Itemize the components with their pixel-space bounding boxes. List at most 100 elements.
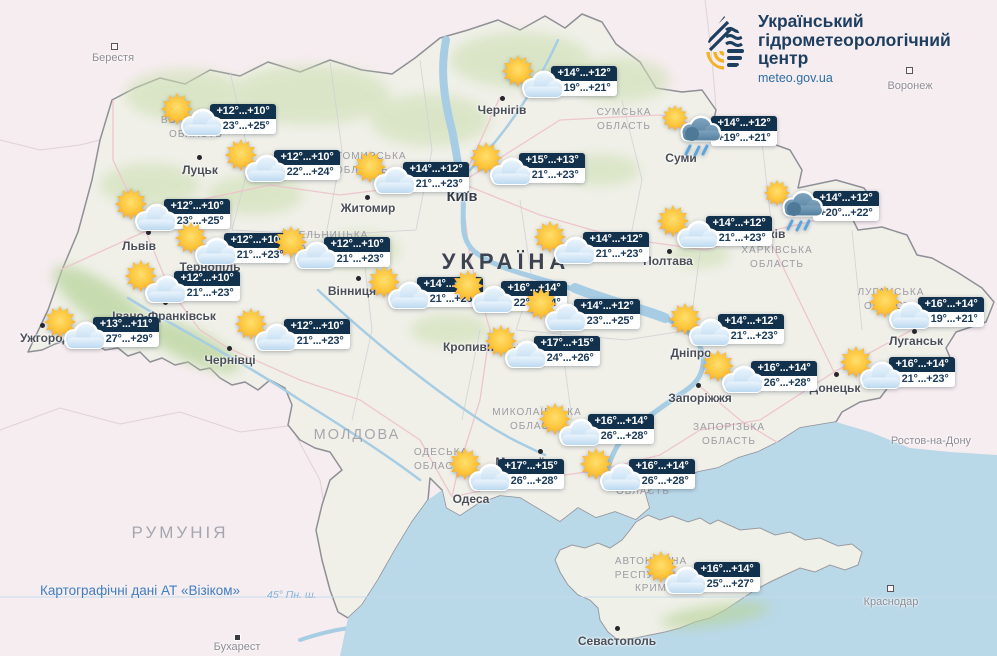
city-label: Вінниця [327,284,377,298]
sun-cloud-icon [702,350,765,393]
weather-badge-crimea: +16°...+14° +25°...+27° [645,551,760,594]
night-temp-range: +16°...+14° [629,459,695,474]
region-label-line: ОБЛАСТЬ [702,435,756,447]
city-label: Одеса [452,492,490,506]
badge-temps: +14°...+12° +19°...+21° [711,116,777,146]
night-temp-range: +15°...+13° [519,153,585,168]
night-temp-range: +13°...+11° [93,317,159,332]
sun-cloud-icon [502,55,565,98]
sun-rain-cloud-icon [662,105,721,157]
day-temp-range: +21°...+23° [224,248,290,263]
sun-cloud-icon [485,325,548,368]
region-label-line: ОБЛАСТЬ [510,420,564,432]
weather-badge-rivne: +12°...+10° +22°...+24° [225,139,340,182]
region-label-line: ОДЕСЬКА [413,447,469,458]
region-label: ЗАПОРІЗЬКА ОБЛАСТЬ [693,421,765,448]
night-temp-range: +16°...+14° [751,361,817,376]
city-marker [615,626,620,631]
day-temp-range: +21°...+23° [519,168,585,183]
region-label: СУМСЬКА ОБЛАСТЬ [597,106,652,133]
sun-cloud-icon [470,142,533,185]
day-temp-range: +26°...+28° [498,474,564,489]
city-label: Севастополь [577,634,657,648]
region-label-line: КРИМ [634,583,667,594]
region-label: ОДЕСЬКА ОБЛАСТЬ [414,446,468,473]
night-temp-range: +14°...+12° [711,116,777,131]
sun-cloud-icon [539,403,602,446]
sun-cloud-icon [534,221,597,264]
sun-cloud-icon [275,226,338,269]
weather-badge-ivano-frankivsk: +12°...+10° +21°...+23° [125,260,240,303]
badge-temps: +12°...+10° +21°...+23° [174,271,240,301]
day-temp-range: +21°...+23° [706,231,772,246]
night-temp-range: +12°...+10° [224,233,290,248]
day-temp-range: +21°...+23° [403,177,469,192]
foreign-city-label: Ростов-на-Дону [890,435,972,447]
night-temp-range: +14°...+12° [813,191,879,206]
day-temp-range: +19°...+21° [711,131,777,146]
badge-temps: +13°...+11° +27°...+29° [93,317,159,347]
sun-cloud-icon [161,93,224,136]
weather-badge-donetsk: +16°...+14° +21°...+23° [840,346,955,389]
weather-badge-mykolaiv: +16°...+14° +26°...+28° [539,403,654,446]
night-temp-range: +12°...+10° [210,104,276,119]
weather-badge-chernihiv: +14°...+12° +19°...+21° [502,55,617,98]
weather-badge-uzhhorod: +13°...+11° +27°...+29° [44,306,159,349]
weather-badge-zhytomyr: +14°...+12° +21°...+23° [354,151,469,194]
day-temp-range: +21°...+23° [718,329,784,344]
badge-temps: +16°...+14° +19°...+21° [918,297,984,327]
sun-cloud-icon [368,266,431,309]
night-temp-range: +16°...+14° [918,297,984,312]
weather-badge-lviv: +12°...+10° +23°...+25° [115,188,230,231]
badge-temps: +16°...+14° +21°...+23° [889,357,955,387]
night-temp-range: +12°...+10° [174,271,240,286]
weather-badge-khmelnytskyi: +12°...+10° +21°...+23° [275,226,390,269]
parallel-45-label: 45° Пн. ш. [267,589,317,601]
badge-temps: +14°...+12° +21°...+23° [403,162,469,192]
night-temp-range: +12°...+10° [324,237,390,252]
region-label-line: ОБЛАСТЬ [750,258,804,270]
region-label: ХАРКІВСЬКА ОБЛАСТЬ [741,244,812,271]
city-label: Запоріжжя [668,391,732,405]
city-marker [227,346,232,351]
badge-temps: +14°...+12° +20°...+22° [813,191,879,221]
sun-cloud-icon [840,346,903,389]
badge-temps: +12°...+10° +21°...+23° [224,233,290,263]
night-temp-range: +12°...+10° [164,199,230,214]
crimea-mountains [660,602,770,628]
city-label: Донецьк [809,381,861,395]
weather-badge-sumy: +14°...+12° +19°...+21° [662,105,777,157]
weather-badge-cherkasy: +14°...+12° +21°...+23° [534,221,649,264]
night-temp-range: +17°...+15° [534,336,600,351]
day-temp-range: +21°...+23° [174,286,240,301]
badge-temps: +14°...+12° +21°...+23° [583,232,649,262]
day-temp-range: +21°...+23° [583,247,649,262]
sun-cloud-icon [235,308,298,351]
foreign-city-label: Краснодар [863,596,919,608]
badge-temps: +12°...+10° +23°...+25° [164,199,230,229]
city-marker [696,383,701,388]
day-temp-range: +27°...+29° [93,332,159,347]
badge-temps: +16°...+14° +26°...+28° [751,361,817,391]
region-label: МИКОЛАЇВСЬКА ОБЛАСТЬ [492,406,582,433]
city-marker [538,449,543,454]
region-label-line: ЗАПОРІЗЬКА [692,422,766,433]
weather-badge-ternopil: +12°...+10° +21°...+23° [175,222,290,265]
badge-temps: +16°...+14° +25°...+27° [694,562,760,592]
day-temp-range: +21°...+23° [889,372,955,387]
night-temp-range: +17°...+15° [498,459,564,474]
uhmc-drop-icon [706,14,744,70]
sun-cloud-icon [175,222,238,265]
night-temp-range: +12°...+10° [284,319,350,334]
sun-cloud-icon [869,286,932,329]
weather-badge-zaporizhzhia: +16°...+14° +26°...+28° [702,350,817,393]
city-marker [356,276,361,281]
weather-badge-luhansk: +16°...+14° +19°...+21° [869,286,984,329]
badge-temps: +12°...+10° +21°...+23° [324,237,390,267]
country-label: РУМУНІЯ [131,523,229,542]
region-label-line: МИКОЛАЇВСЬКА [492,407,582,418]
